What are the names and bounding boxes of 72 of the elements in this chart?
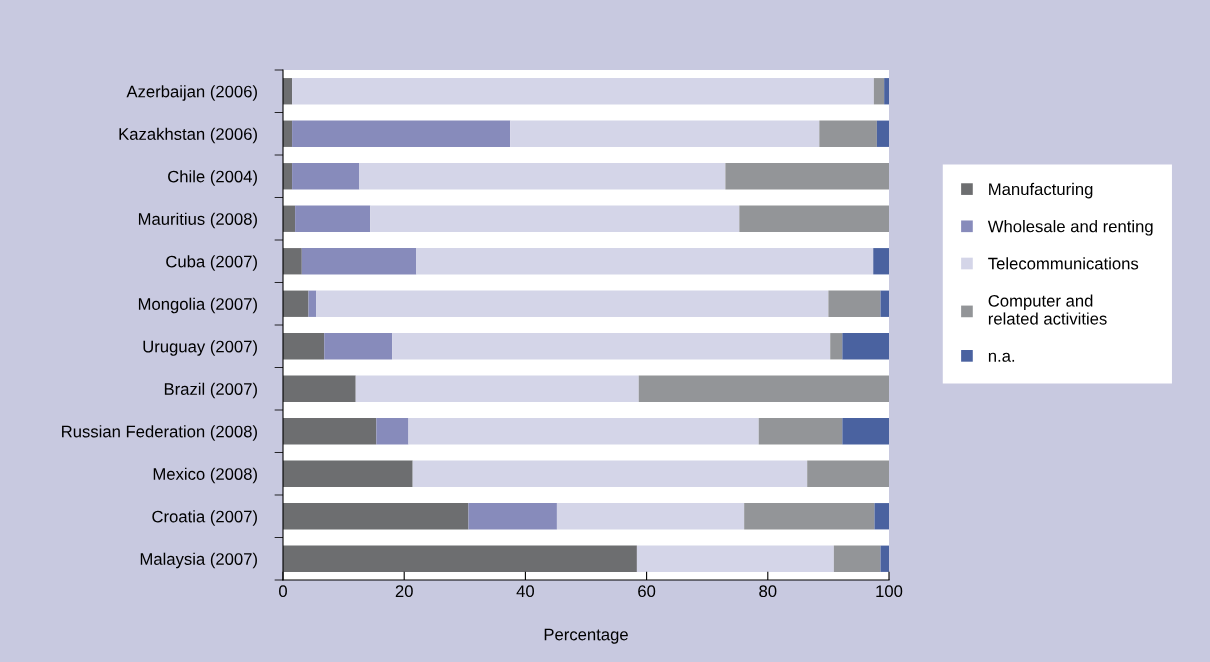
y-tick-label: Azerbaijan (2006) [126, 85, 257, 101]
y-tick-label: Russian Federation (2008) [62, 425, 257, 441]
bar [880, 290, 889, 317]
legend-label: Computer and related activities [988, 294, 1107, 325]
x-tick-label: 80 [759, 585, 777, 598]
bar [758, 418, 843, 445]
bar [283, 460, 413, 487]
x-tick-label: 0 [279, 585, 287, 598]
y-tick-label: Malaysia (2007) [140, 552, 257, 569]
legend-label: n.a. [988, 352, 1015, 362]
y-tick-label: Croatia (2007) [152, 510, 257, 526]
bar [376, 418, 409, 445]
bar [828, 290, 881, 317]
bar [283, 205, 296, 232]
bar [819, 120, 877, 147]
y-tick-label: Mexico (2008) [153, 467, 257, 484]
bar [283, 333, 325, 360]
bar [842, 333, 889, 360]
x-axis-title: Percentage [544, 628, 628, 644]
bar [416, 248, 874, 275]
bar [408, 418, 759, 445]
y-tick-label: Chile (2004) [168, 170, 257, 186]
bar [833, 545, 881, 572]
x-tick-label: 40 [516, 585, 535, 598]
y-tick-label: Mauritius (2008) [138, 212, 257, 229]
legend-label: Manufacturing [989, 182, 1093, 199]
y-tick-label: Uruguay (2007) [143, 340, 257, 356]
bar [292, 78, 874, 105]
bar [316, 290, 829, 317]
bar [636, 545, 834, 572]
bar [412, 460, 808, 487]
bar [308, 290, 317, 317]
bar [830, 333, 843, 360]
y-tick-label: Cuba (2007) [166, 255, 257, 271]
bar [468, 503, 557, 530]
bar [370, 205, 740, 232]
bar [283, 290, 309, 317]
bar [556, 503, 745, 530]
bar [873, 78, 885, 105]
bar [884, 78, 889, 105]
y-tick-label: Kazakhstan (2006) [119, 127, 257, 144]
bar [301, 248, 417, 275]
bar [283, 418, 377, 445]
bar [283, 248, 302, 275]
y-tick-label: Brazil (2007) [164, 382, 257, 399]
bar [392, 333, 831, 360]
bar [874, 503, 889, 530]
bar [638, 375, 889, 402]
bar [510, 120, 820, 147]
y-tick-label: Mongolia (2007) [138, 297, 257, 314]
bar [359, 163, 726, 190]
bar [880, 545, 889, 572]
bar [725, 163, 889, 190]
x-tick-label: 100 [876, 585, 903, 598]
bar [876, 120, 889, 147]
legend-label: Telecommunications [988, 257, 1139, 270]
bar [295, 205, 371, 232]
bar [744, 503, 875, 530]
bar [739, 205, 889, 232]
bar [283, 503, 469, 530]
bar [324, 333, 393, 360]
legend-label: Wholesale and renting [987, 220, 1153, 236]
bar [355, 375, 639, 402]
x-tick-label: 60 [638, 585, 656, 598]
bar [873, 248, 889, 275]
bar [292, 163, 360, 190]
bar [842, 418, 889, 445]
bar [283, 375, 356, 402]
bar [292, 120, 511, 147]
x-tick-label: 20 [395, 585, 413, 598]
bar [807, 460, 889, 487]
bar [283, 545, 637, 572]
